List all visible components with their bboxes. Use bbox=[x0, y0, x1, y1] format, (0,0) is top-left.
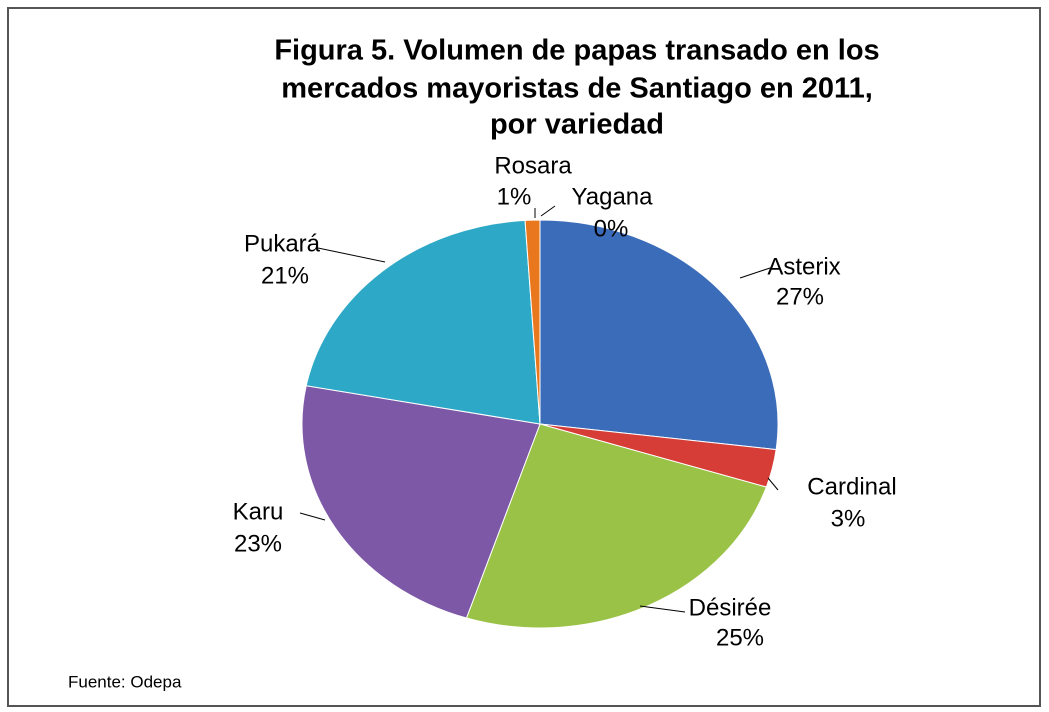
chart-title: por variedad bbox=[490, 109, 664, 141]
slice-label: Désirée bbox=[689, 594, 772, 621]
slice-label: Asterix bbox=[767, 253, 840, 280]
leader-line bbox=[540, 205, 556, 217]
pie-slice bbox=[465, 423, 768, 629]
slice-label: Cardinal bbox=[807, 473, 896, 500]
leader-line bbox=[639, 605, 686, 613]
slice-value: 0% bbox=[594, 215, 629, 242]
slice-label: Karu bbox=[233, 498, 284, 525]
pie-slice bbox=[301, 385, 541, 619]
slice-value: 23% bbox=[234, 530, 282, 557]
chart-title: Figura 5. Volumen de papas transado en l… bbox=[274, 35, 879, 67]
leader-line bbox=[317, 247, 386, 263]
pie-slice bbox=[539, 219, 779, 451]
source: Fuente: Odepa bbox=[68, 672, 182, 691]
leader-line bbox=[767, 477, 779, 491]
slice-value: 3% bbox=[831, 505, 866, 532]
slice-label: Yagana bbox=[572, 183, 654, 210]
slice-value: 25% bbox=[716, 624, 764, 651]
leader-line bbox=[739, 267, 771, 279]
leader-line bbox=[299, 512, 326, 521]
slice-label: Rosara bbox=[494, 152, 572, 179]
slice-value: 21% bbox=[261, 262, 309, 289]
slice-value: 1% bbox=[497, 183, 532, 210]
slice-label: Pukará bbox=[244, 230, 321, 257]
slice-value: 27% bbox=[776, 283, 824, 310]
pie-slice bbox=[305, 219, 541, 425]
chart-title: mercados mayoristas de Santiago en 2011, bbox=[281, 73, 873, 105]
